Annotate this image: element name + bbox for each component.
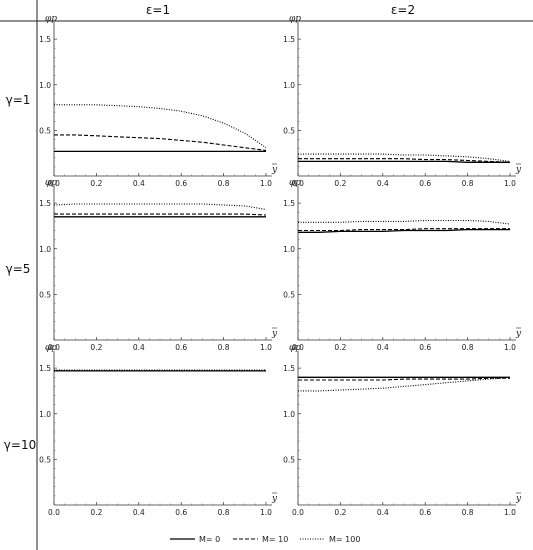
y-axis-label: φp	[289, 343, 301, 353]
x-tick-label: 0.4	[377, 179, 389, 188]
x-tick-label: 0.6	[175, 179, 187, 188]
y-axis-label: φp	[45, 343, 57, 353]
y-tick-label: 0.5	[39, 126, 51, 135]
y-tick-label: 1.5	[39, 199, 51, 208]
y-tick-label: 1.0	[39, 410, 51, 419]
series-line-10	[298, 158, 511, 163]
x-tick-label: 0.8	[218, 343, 230, 352]
y-tick-label: 1.5	[283, 364, 295, 373]
row-header-gamma5: γ=5	[6, 262, 31, 276]
x-tick-label: 0.6	[175, 343, 187, 352]
y-tick-label: 1.5	[283, 35, 295, 44]
y-axis-label: φp	[289, 178, 301, 188]
y-tick-label: 1.0	[283, 245, 295, 254]
x-tick-label: 1.0	[260, 343, 272, 352]
panel-4: 0.0 0.2 0.4 0.6 0.8 1.0 0.5 1.0 1.5 φp y	[283, 178, 522, 352]
y-tick-label: 1.5	[39, 364, 51, 373]
panel-6: 0.0 0.2 0.4 0.6 0.8 1.0 0.5 1.0 1.5 φp y	[283, 343, 522, 517]
legend-label-m10: M= 10	[262, 535, 288, 544]
y-tick-label: 1.5	[283, 199, 295, 208]
x-tick-label: 0.6	[419, 508, 431, 517]
series-line-10	[54, 134, 267, 151]
y-tick-label: 0.5	[283, 455, 295, 464]
x-tick-label: 0.8	[218, 508, 230, 517]
x-tick-label: 0.0	[48, 508, 60, 517]
x-tick-label: 0.6	[175, 508, 187, 517]
x-tick-label: 0.4	[133, 179, 145, 188]
x-axis-label: y	[515, 329, 522, 339]
x-tick-label: 1.0	[504, 508, 516, 517]
x-tick-label: 1.0	[504, 343, 516, 352]
x-tick-label: 0.2	[90, 343, 102, 352]
x-tick-label: 0.6	[419, 343, 431, 352]
x-tick-label: 0.8	[462, 343, 474, 352]
x-tick-label: 0.8	[218, 179, 230, 188]
x-axis-label: y	[271, 165, 278, 175]
series-line-100	[298, 219, 511, 225]
y-tick-label: 1.0	[39, 245, 51, 254]
y-tick-label: 0.5	[39, 455, 51, 464]
x-axis-label: y	[515, 494, 522, 504]
panel-3: 0.0 0.2 0.4 0.6 0.8 1.0 0.5 1.0 1.5 φp y	[39, 178, 278, 352]
y-tick-label: 0.5	[39, 290, 51, 299]
y-tick-label: 1.0	[39, 81, 51, 90]
legend: M= 0 M= 10 M= 100	[170, 535, 360, 544]
row-header-gamma10: γ=10	[4, 438, 36, 452]
row-header-gamma1: γ=1	[6, 93, 31, 107]
x-tick-label: 0.2	[334, 343, 346, 352]
legend-label-m100: M= 100	[329, 535, 360, 544]
series-line-100	[54, 104, 267, 149]
panel-1: 0.0 0.2 0.4 0.6 0.8 1.0 0.5 1.0 1.5 φp y	[39, 14, 278, 188]
y-tick-label: 0.5	[283, 290, 295, 299]
y-tick-label: 1.0	[283, 410, 295, 419]
x-tick-label: 0.0	[292, 343, 304, 352]
y-axis-label: φp	[45, 178, 57, 188]
y-axis-label: φp	[45, 14, 57, 24]
x-tick-label: 0.2	[90, 508, 102, 517]
x-tick-label: 0.8	[462, 179, 474, 188]
x-tick-label: 0.4	[377, 343, 389, 352]
column-header-eps1: ε=1	[146, 3, 170, 17]
x-tick-label: 0.0	[48, 179, 60, 188]
series-line-100	[53, 203, 267, 211]
x-tick-label: 0.2	[334, 179, 346, 188]
y-tick-label: 1.0	[283, 81, 295, 90]
y-axis-label: φp	[289, 14, 301, 24]
series-line-10	[298, 228, 510, 232]
panel-2: 0.0 0.2 0.4 0.6 0.8 1.0 0.5 1.0 1.5 φp y	[283, 14, 522, 188]
panel-5: 0.0 0.2 0.4 0.6 0.8 1.0 0.5 1.0 1.5 φp y	[39, 343, 278, 517]
x-tick-label: 1.0	[260, 508, 272, 517]
series-line-100	[298, 376, 511, 392]
x-tick-label: 0.0	[48, 343, 60, 352]
x-tick-label: 0.0	[292, 508, 304, 517]
x-axis-label: y	[271, 329, 278, 339]
x-tick-label: 0.4	[133, 508, 145, 517]
y-tick-label: 1.5	[39, 35, 51, 44]
x-axis-label: y	[515, 165, 522, 175]
x-tick-label: 0.2	[90, 179, 102, 188]
series-line-100	[298, 153, 511, 162]
column-header-eps2: ε=2	[391, 3, 415, 17]
legend-label-m0: M= 0	[199, 535, 220, 544]
x-tick-label: 0.0	[292, 179, 304, 188]
x-tick-label: 1.0	[260, 179, 272, 188]
x-tick-label: 1.0	[504, 179, 516, 188]
series-line-0	[298, 160, 510, 163]
x-tick-label: 0.4	[133, 343, 145, 352]
y-tick-label: 0.5	[283, 126, 295, 135]
series-line-10	[298, 377, 510, 381]
x-tick-label: 0.4	[377, 508, 389, 517]
x-tick-label: 0.8	[462, 508, 474, 517]
series-line-0	[298, 228, 510, 233]
x-axis-label: y	[271, 494, 278, 504]
x-tick-label: 0.2	[334, 508, 346, 517]
series-line-10	[54, 213, 267, 216]
x-tick-label: 0.6	[419, 179, 431, 188]
